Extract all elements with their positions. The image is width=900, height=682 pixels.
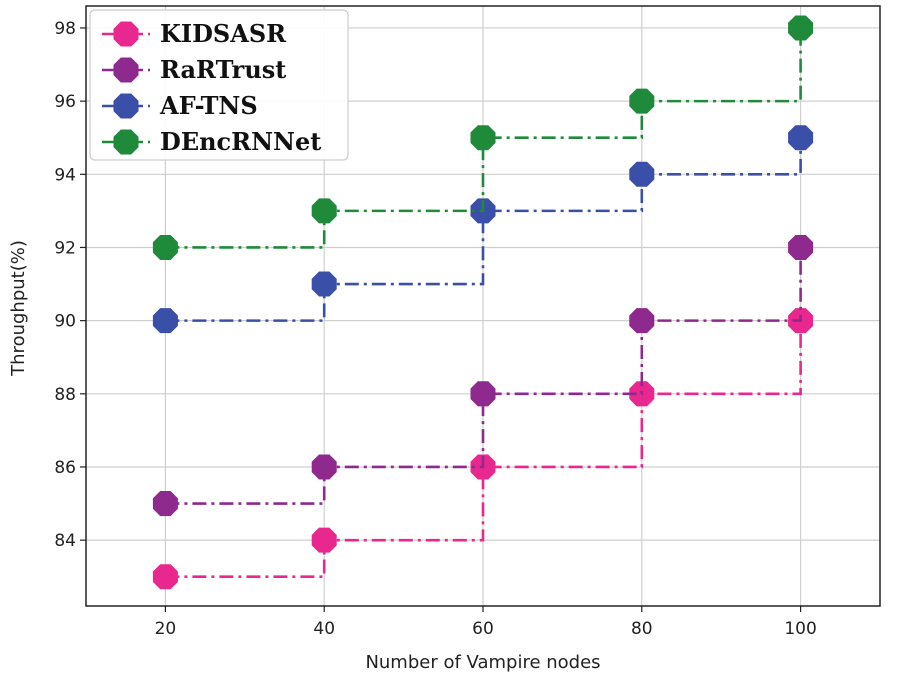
data-point: [311, 271, 337, 297]
x-tick-label: 100: [784, 619, 816, 639]
legend-label: DEncRNNet: [160, 127, 321, 156]
series-line: [165, 137, 802, 322]
legend-box: [89, 9, 349, 161]
series-line: [165, 247, 802, 505]
data-point: [470, 125, 496, 151]
x-tick-label: 80: [631, 619, 653, 639]
data-point: [311, 198, 337, 224]
y-tick-label: 94: [54, 165, 76, 185]
data-point: [629, 161, 655, 187]
x-axis-label: Number of Vampire nodes: [365, 652, 600, 673]
data-point: [629, 88, 655, 114]
legend: KIDSASR RaRTrust AF-TNS DEncRNNet: [89, 9, 349, 161]
data-point: [152, 564, 178, 590]
data-point: [152, 308, 178, 334]
series-rartrust: [152, 234, 814, 517]
y-tick-label: 92: [54, 238, 76, 258]
y-tick-label: 86: [54, 458, 76, 478]
data-point: [152, 491, 178, 517]
ticks: 20 40 60 80 100 84 86 88 90 92 94 96 98: [54, 19, 816, 639]
x-tick-label: 20: [155, 619, 177, 639]
legend-label: AF-TNS: [159, 91, 258, 120]
legend-marker: [113, 21, 139, 47]
series-line: [165, 320, 802, 579]
y-axis-label: Throughput(%): [8, 240, 29, 377]
y-tick-label: 90: [54, 312, 76, 332]
data-point: [311, 454, 337, 480]
legend-label: KIDSASR: [160, 19, 287, 48]
data-point: [470, 381, 496, 407]
legend-label: RaRTrust: [160, 55, 286, 84]
data-point: [788, 234, 814, 260]
legend-marker: [113, 129, 139, 155]
data-point: [311, 527, 337, 553]
series-dencrnnet: [152, 15, 814, 260]
y-tick-label: 96: [54, 92, 76, 112]
data-point: [152, 234, 178, 260]
data-point: [629, 308, 655, 334]
data-point: [788, 15, 814, 41]
legend-marker: [113, 57, 139, 83]
y-tick-label: 88: [54, 385, 76, 405]
y-tick-label: 84: [54, 531, 76, 551]
series-line: [165, 27, 802, 249]
legend-marker: [113, 93, 139, 119]
x-tick-label: 40: [313, 619, 335, 639]
series-layer: [152, 15, 814, 590]
data-point: [788, 125, 814, 151]
y-tick-label: 98: [54, 19, 76, 39]
x-tick-label: 60: [472, 619, 494, 639]
